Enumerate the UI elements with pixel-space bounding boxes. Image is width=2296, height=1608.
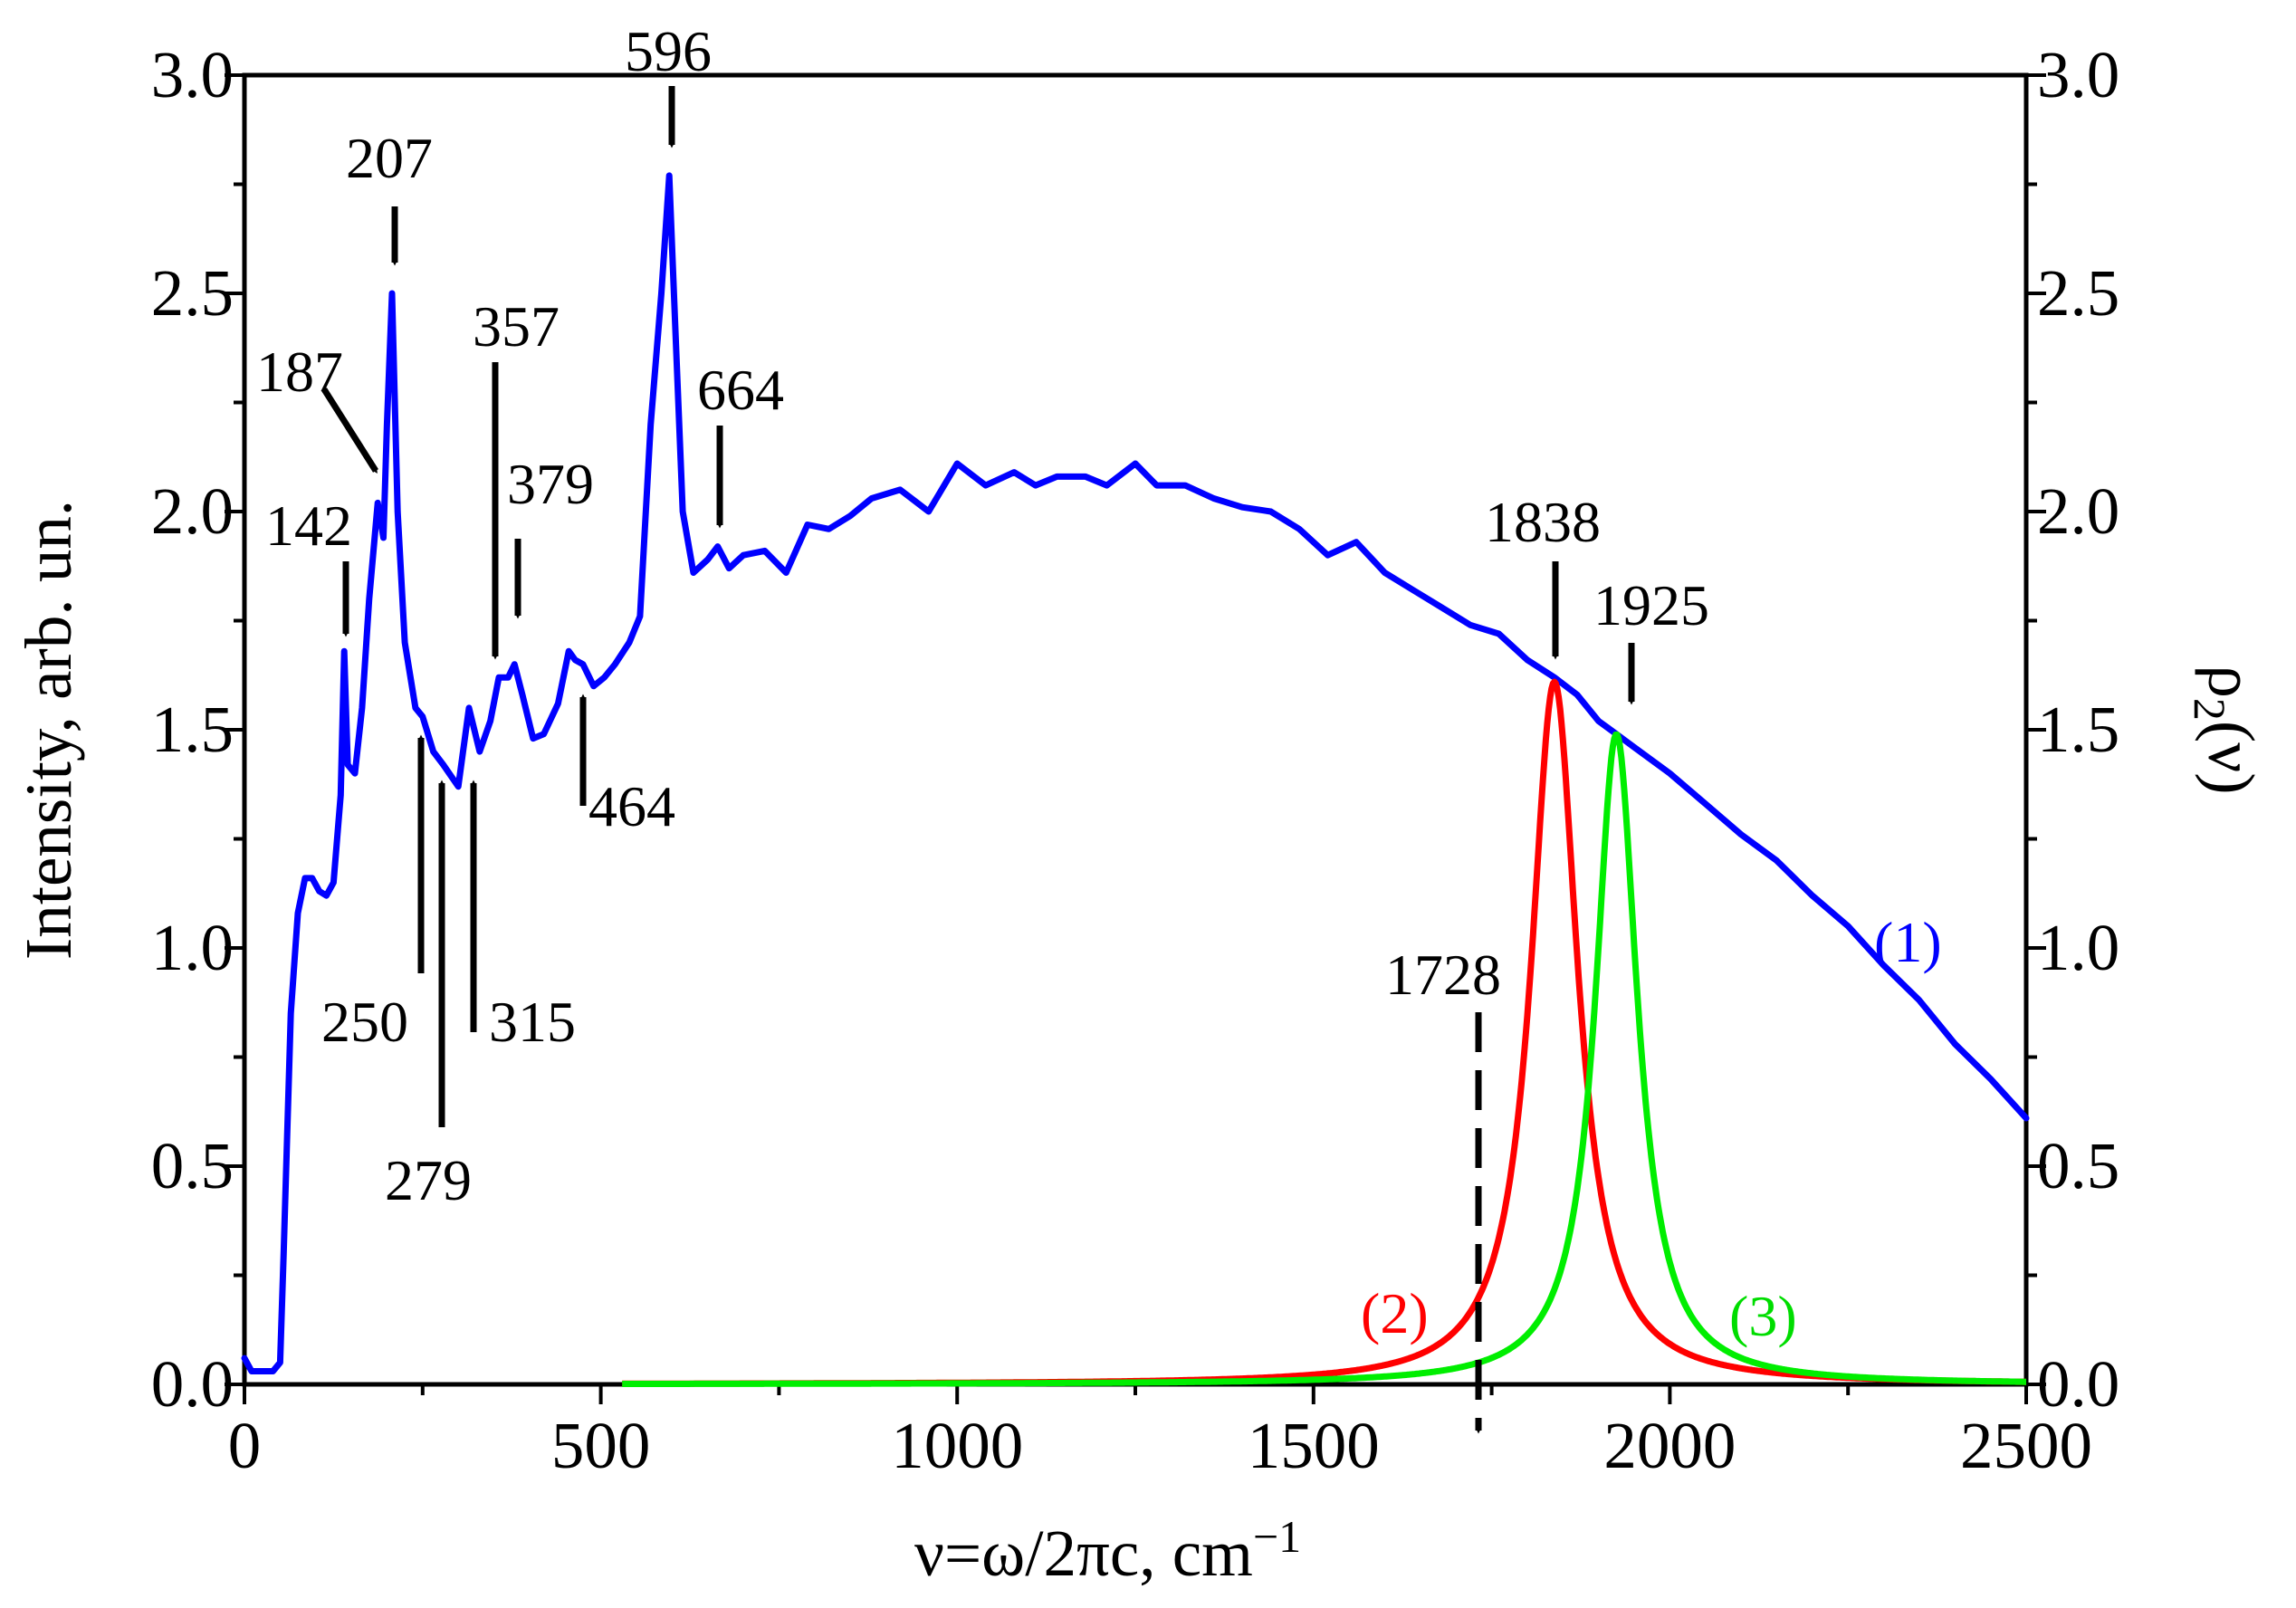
y-left-tick-label: 3.0 xyxy=(151,38,234,111)
plot-frame xyxy=(242,72,2029,1387)
y-axis-right-title: ρ2(ν) xyxy=(2185,665,2268,794)
annotation-315: 315 xyxy=(489,990,576,1054)
annotation-labels: 142 187 207 250 279 315 357 379 464 596 … xyxy=(256,19,1709,1212)
annotation-596: 596 xyxy=(625,19,712,83)
series-2-line xyxy=(620,678,2028,1387)
series-2-label: (2) xyxy=(1361,1281,1429,1345)
y-left-tick-label: 2.0 xyxy=(151,474,234,548)
arrow-187 xyxy=(321,388,378,474)
annotation-464: 464 xyxy=(588,774,675,838)
y-right-tick-label: 2.5 xyxy=(2037,256,2119,330)
y-right-tick-label: 0.5 xyxy=(2037,1129,2119,1202)
annotation-664: 664 xyxy=(697,358,784,422)
annotation-207: 207 xyxy=(346,126,433,190)
x-tick-label: 500 xyxy=(551,1409,651,1482)
y-left-tick-label: 1.0 xyxy=(151,911,234,984)
series-1-line xyxy=(241,172,2030,1374)
x-tick-label: 1500 xyxy=(1248,1409,1380,1482)
annotation-187: 187 xyxy=(256,340,343,404)
annotation-379: 379 xyxy=(507,452,594,516)
annotation-357: 357 xyxy=(473,294,560,359)
y-right-tick-label: 1.5 xyxy=(2037,693,2119,766)
x-axis-title: ν=ω/2πc, cm−1 xyxy=(914,1511,1301,1590)
x-tick-label: 2000 xyxy=(1603,1409,1736,1482)
annotation-1925: 1925 xyxy=(1593,573,1709,637)
y-left-tick-label: 1.5 xyxy=(151,693,234,766)
series-3-line xyxy=(620,731,2028,1387)
series-3-label: (3) xyxy=(1729,1284,1797,1348)
x-tick-label: 1000 xyxy=(891,1409,1023,1482)
axis-ticks xyxy=(225,73,2046,1404)
y-left-tick-label: 0.0 xyxy=(151,1347,234,1421)
annotation-250: 250 xyxy=(321,990,408,1054)
annotation-142: 142 xyxy=(265,493,352,558)
y-left-tick-label: 0.5 xyxy=(151,1129,234,1202)
y-right-tick-label: 3.0 xyxy=(2037,38,2119,111)
annotation-1838: 1838 xyxy=(1485,490,1601,554)
y-right-tick-label: 2.0 xyxy=(2037,474,2119,548)
y-axis-left-title: Intensity, arb. un. xyxy=(12,500,85,960)
annotation-1728: 1728 xyxy=(1385,943,1501,1007)
x-tick-label: 2500 xyxy=(1960,1409,2092,1482)
annotation-arrows xyxy=(321,86,1635,1434)
y-right-tick-label: 1.0 xyxy=(2037,911,2119,984)
y-right-tick-label: 0.0 xyxy=(2037,1347,2119,1421)
annotation-279: 279 xyxy=(385,1148,472,1212)
y-left-tick-label: 2.5 xyxy=(151,256,234,330)
series-1-label: (1) xyxy=(1874,910,1942,974)
x-tick-label: 0 xyxy=(228,1409,262,1482)
